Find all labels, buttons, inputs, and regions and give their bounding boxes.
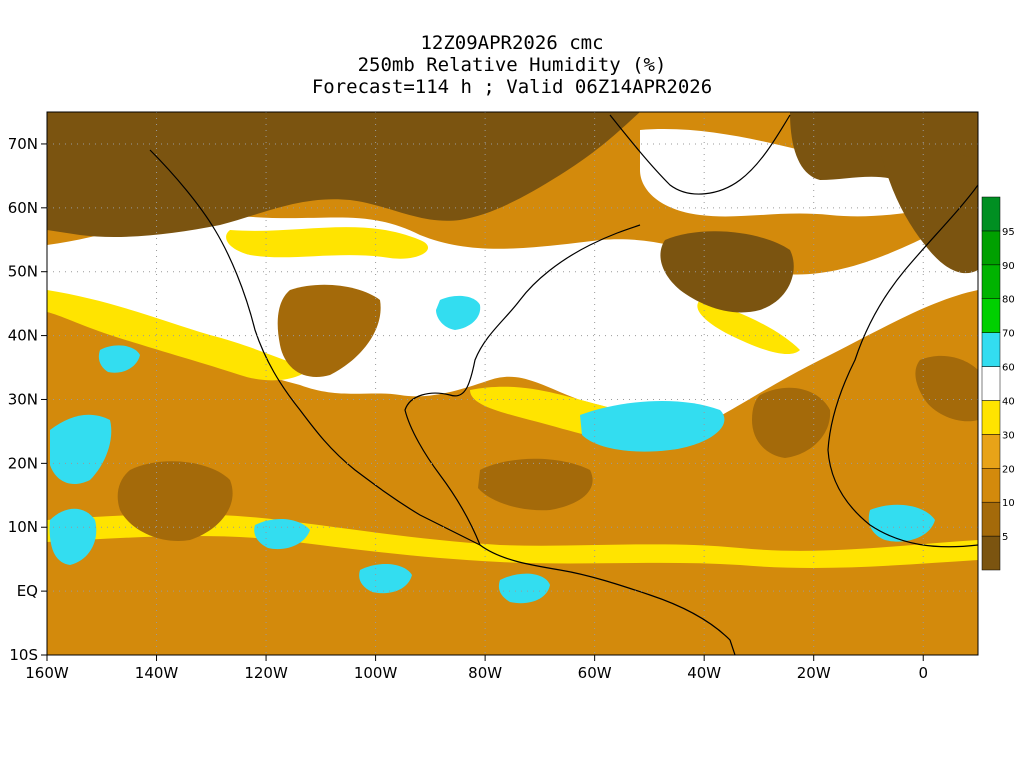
colorbar-swatch [981, 468, 1001, 503]
lat-tick-label: 20N [8, 454, 38, 472]
map-plot-area [47, 112, 978, 655]
colorbar: 5 10 20 30 40 60 70 80 90 95 [981, 196, 1015, 571]
colorbar-label: 95 [1002, 227, 1015, 238]
title-run: 12Z09APR2026 cmc [420, 32, 604, 54]
lon-tick-label: 100W [354, 664, 398, 682]
colorbar-label: 80 [1002, 295, 1015, 306]
colorbar-label: 90 [1002, 261, 1015, 272]
lon-tick-label: 160W [25, 664, 69, 682]
colorbar-swatch [981, 264, 1001, 299]
graticule [47, 112, 978, 655]
rh-region-brown [47, 112, 978, 313]
lon-tick-label: 0 [918, 664, 928, 682]
lon-tick-label: 60W [578, 664, 612, 682]
map-title: 12Z09APR2026 cmc 250mb Relative Humidity… [0, 32, 1024, 98]
colorbar-swatch [981, 196, 1001, 232]
colorbar-swatch [981, 535, 1001, 571]
lat-tick-label: 30N [8, 390, 38, 408]
coastline-gulf-atlantic [404, 224, 641, 546]
coastline-north-america-west [149, 149, 481, 546]
latitude-axis: 70N 60N 50N 40N 30N 20N 10N EQ 10S [8, 135, 47, 664]
colorbar-swatch [981, 332, 1001, 367]
colorbar-label: 70 [1002, 329, 1015, 340]
colorbar-label: 10 [1002, 498, 1015, 509]
lon-tick-label: 80W [468, 664, 502, 682]
rh-region-dark-orange [117, 284, 978, 541]
colorbar-label: 30 [1002, 430, 1015, 441]
rh-region-cyan [49, 295, 935, 604]
lat-tick-label: 10N [8, 518, 38, 536]
coastline-africa-europe [827, 184, 978, 548]
coastline-greenland [609, 114, 791, 195]
coastline-south-america [479, 544, 736, 655]
map-frame [46, 111, 979, 656]
colorbar-swatch [981, 501, 1001, 537]
colorbar-label: 5 [1002, 532, 1008, 543]
lon-tick-label: 140W [135, 664, 179, 682]
title-field: 250mb Relative Humidity (%) [357, 54, 667, 76]
lat-tick-label: EQ [17, 582, 38, 600]
colorbar-swatch [981, 230, 1001, 266]
lon-tick-label: 120W [244, 664, 288, 682]
lat-tick-label: 50N [8, 263, 38, 281]
lon-tick-label: 20W [797, 664, 831, 682]
lat-tick-label: 10S [9, 646, 38, 664]
colorbar-swatch [981, 366, 1001, 401]
colorbar-label: 60 [1002, 363, 1015, 374]
colorbar-swatch [981, 400, 1001, 435]
lat-tick-label: 70N [8, 135, 38, 153]
colorbar-label: 40 [1002, 396, 1015, 407]
title-valid-time: Forecast=114 h ; Valid 06Z14APR2026 [311, 76, 713, 98]
colorbar-swatch [981, 298, 1001, 333]
lat-tick-label: 60N [8, 199, 38, 217]
lon-tick-label: 40W [687, 664, 721, 682]
colorbar-swatch [981, 434, 1001, 469]
coastlines [149, 114, 978, 655]
lat-tick-label: 40N [8, 327, 38, 345]
longitude-axis: 160W 140W 120W 100W 80W 60W 40W 20W 0 [25, 655, 928, 682]
colorbar-label: 20 [1002, 464, 1015, 475]
